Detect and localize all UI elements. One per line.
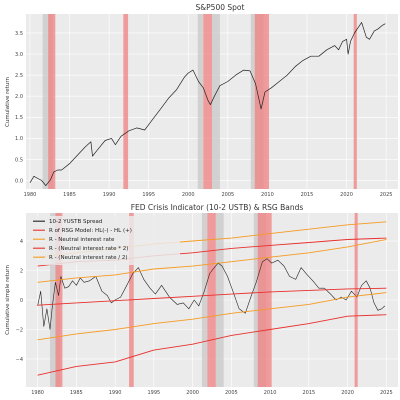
spx-x-tick-label: 1985 xyxy=(63,192,76,198)
fed-chart: FED Crisis Indicator (10-2 USTB) & RSG B… xyxy=(5,203,398,396)
fed-series-line-3 xyxy=(37,314,387,376)
fed-y-tick-label: 0 xyxy=(20,298,23,304)
fed-x-tick-label: 1995 xyxy=(148,390,161,396)
spx-ticks: 1980 1985 1990 1995 2000 2005 2010 2015 2020 2025… xyxy=(15,31,392,198)
spx-y-axis-label: Cumulative return xyxy=(5,77,11,127)
fed-recession-band xyxy=(215,213,224,387)
fed-chart-title: FED Crisis Indicator (10-2 USTB) & RSG B… xyxy=(131,203,304,212)
fed-series-line-0 xyxy=(37,258,386,330)
fed-legend: 10-2 YUSTB Spread R of RSG Model: HL(-) -… xyxy=(30,216,180,265)
fed-x-tick-label: 2020 xyxy=(341,390,354,396)
spx-y-tick-label: 2.0 xyxy=(15,94,23,100)
fed-legend-label: R - Neutral interest rate xyxy=(49,237,115,243)
spx-y-tick-label: 0.5 xyxy=(15,157,23,163)
spx-x-tick-label: 2010 xyxy=(261,192,274,198)
fed-series-line-4 xyxy=(37,292,387,341)
fed-x-tick-label: 1980 xyxy=(31,390,44,396)
fed-crisis-band xyxy=(55,213,63,387)
fed-legend-label: R - (Neutral interest rate / 2) xyxy=(49,255,128,261)
fed-crisis-band xyxy=(354,213,358,387)
spx-x-tick-label: 1995 xyxy=(142,192,155,198)
spx-x-tick-label: 2005 xyxy=(221,192,234,198)
spx-x-tick-label: 1980 xyxy=(24,192,37,198)
spx-crisis-band xyxy=(353,14,357,189)
spx-recession-band xyxy=(197,14,204,189)
spx-chart-title: S&P500 Spot xyxy=(196,3,245,12)
fed-recession-band xyxy=(50,213,61,387)
fed-legend-label: 10-2 YUSTB Spread xyxy=(49,219,102,225)
spx-bands xyxy=(42,14,357,189)
spx-x-tick-label: 2000 xyxy=(182,192,195,198)
fed-legend-label: R of RSG Model: HL(-) - HL (+) xyxy=(49,228,132,234)
fed-x-tick-label: 2025 xyxy=(380,390,393,396)
spx-crisis-band xyxy=(48,14,56,189)
spx-recession-band xyxy=(42,14,53,189)
fed-legend-label: R - (Neutral interest rate * 2) xyxy=(49,246,128,252)
fed-y-tick-label: 2 xyxy=(20,268,23,274)
spx-x-tick-label: 2025 xyxy=(380,192,393,198)
spx-x-tick-label: 1990 xyxy=(103,192,116,198)
fed-x-tick-label: 2005 xyxy=(225,390,238,396)
fed-crisis-band xyxy=(207,213,216,387)
fed-x-tick-label: 1985 xyxy=(70,390,83,396)
spx-series-line-0 xyxy=(29,22,386,186)
fed-recession-band xyxy=(201,213,208,387)
fed-x-tick-label: 1990 xyxy=(109,390,122,396)
spx-y-tick-label: 0.0 xyxy=(15,178,23,184)
fed-legend-box xyxy=(30,216,180,265)
fed-y-tick-label: −2 xyxy=(16,327,23,333)
spx-x-tick-label: 2015 xyxy=(301,192,314,198)
fed-x-tick-label: 2000 xyxy=(186,390,199,396)
spx-y-tick-label: 2.5 xyxy=(15,73,23,79)
spx-crisis-band xyxy=(123,14,129,189)
fed-y-axis-label: Cumulative simple return xyxy=(5,265,11,335)
fed-x-tick-label: 2015 xyxy=(303,390,316,396)
fed-bands xyxy=(50,213,358,387)
spx-lines xyxy=(29,22,386,186)
fed-y-tick-label: −4 xyxy=(16,357,23,363)
spx-crisis-band xyxy=(254,14,269,189)
fed-lines xyxy=(37,221,387,376)
spx-y-tick-label: 1.0 xyxy=(15,136,23,142)
fed-y-tick-label: 4 xyxy=(20,239,23,245)
fed-ticks: 1980 1985 1990 1995 2000 2005 2010 2015 2020 2025… xyxy=(16,239,393,396)
spx-crisis-band xyxy=(203,14,212,189)
spx-recession-band xyxy=(212,14,220,189)
fed-series-line-2 xyxy=(37,239,387,283)
spx-chart: S&P500 Spot 1980 1985 1990 1995 2000 2005 2010… xyxy=(5,3,398,198)
spx-x-tick-label: 2020 xyxy=(340,192,353,198)
spx-y-tick-label: 3.0 xyxy=(15,52,23,58)
fed-crisis-band xyxy=(257,213,272,387)
fed-series-line-1 xyxy=(37,287,387,306)
spx-y-tick-label: 1.5 xyxy=(15,115,23,121)
fed-x-tick-label: 2010 xyxy=(264,390,277,396)
spx-y-tick-label: 3.5 xyxy=(15,31,23,37)
